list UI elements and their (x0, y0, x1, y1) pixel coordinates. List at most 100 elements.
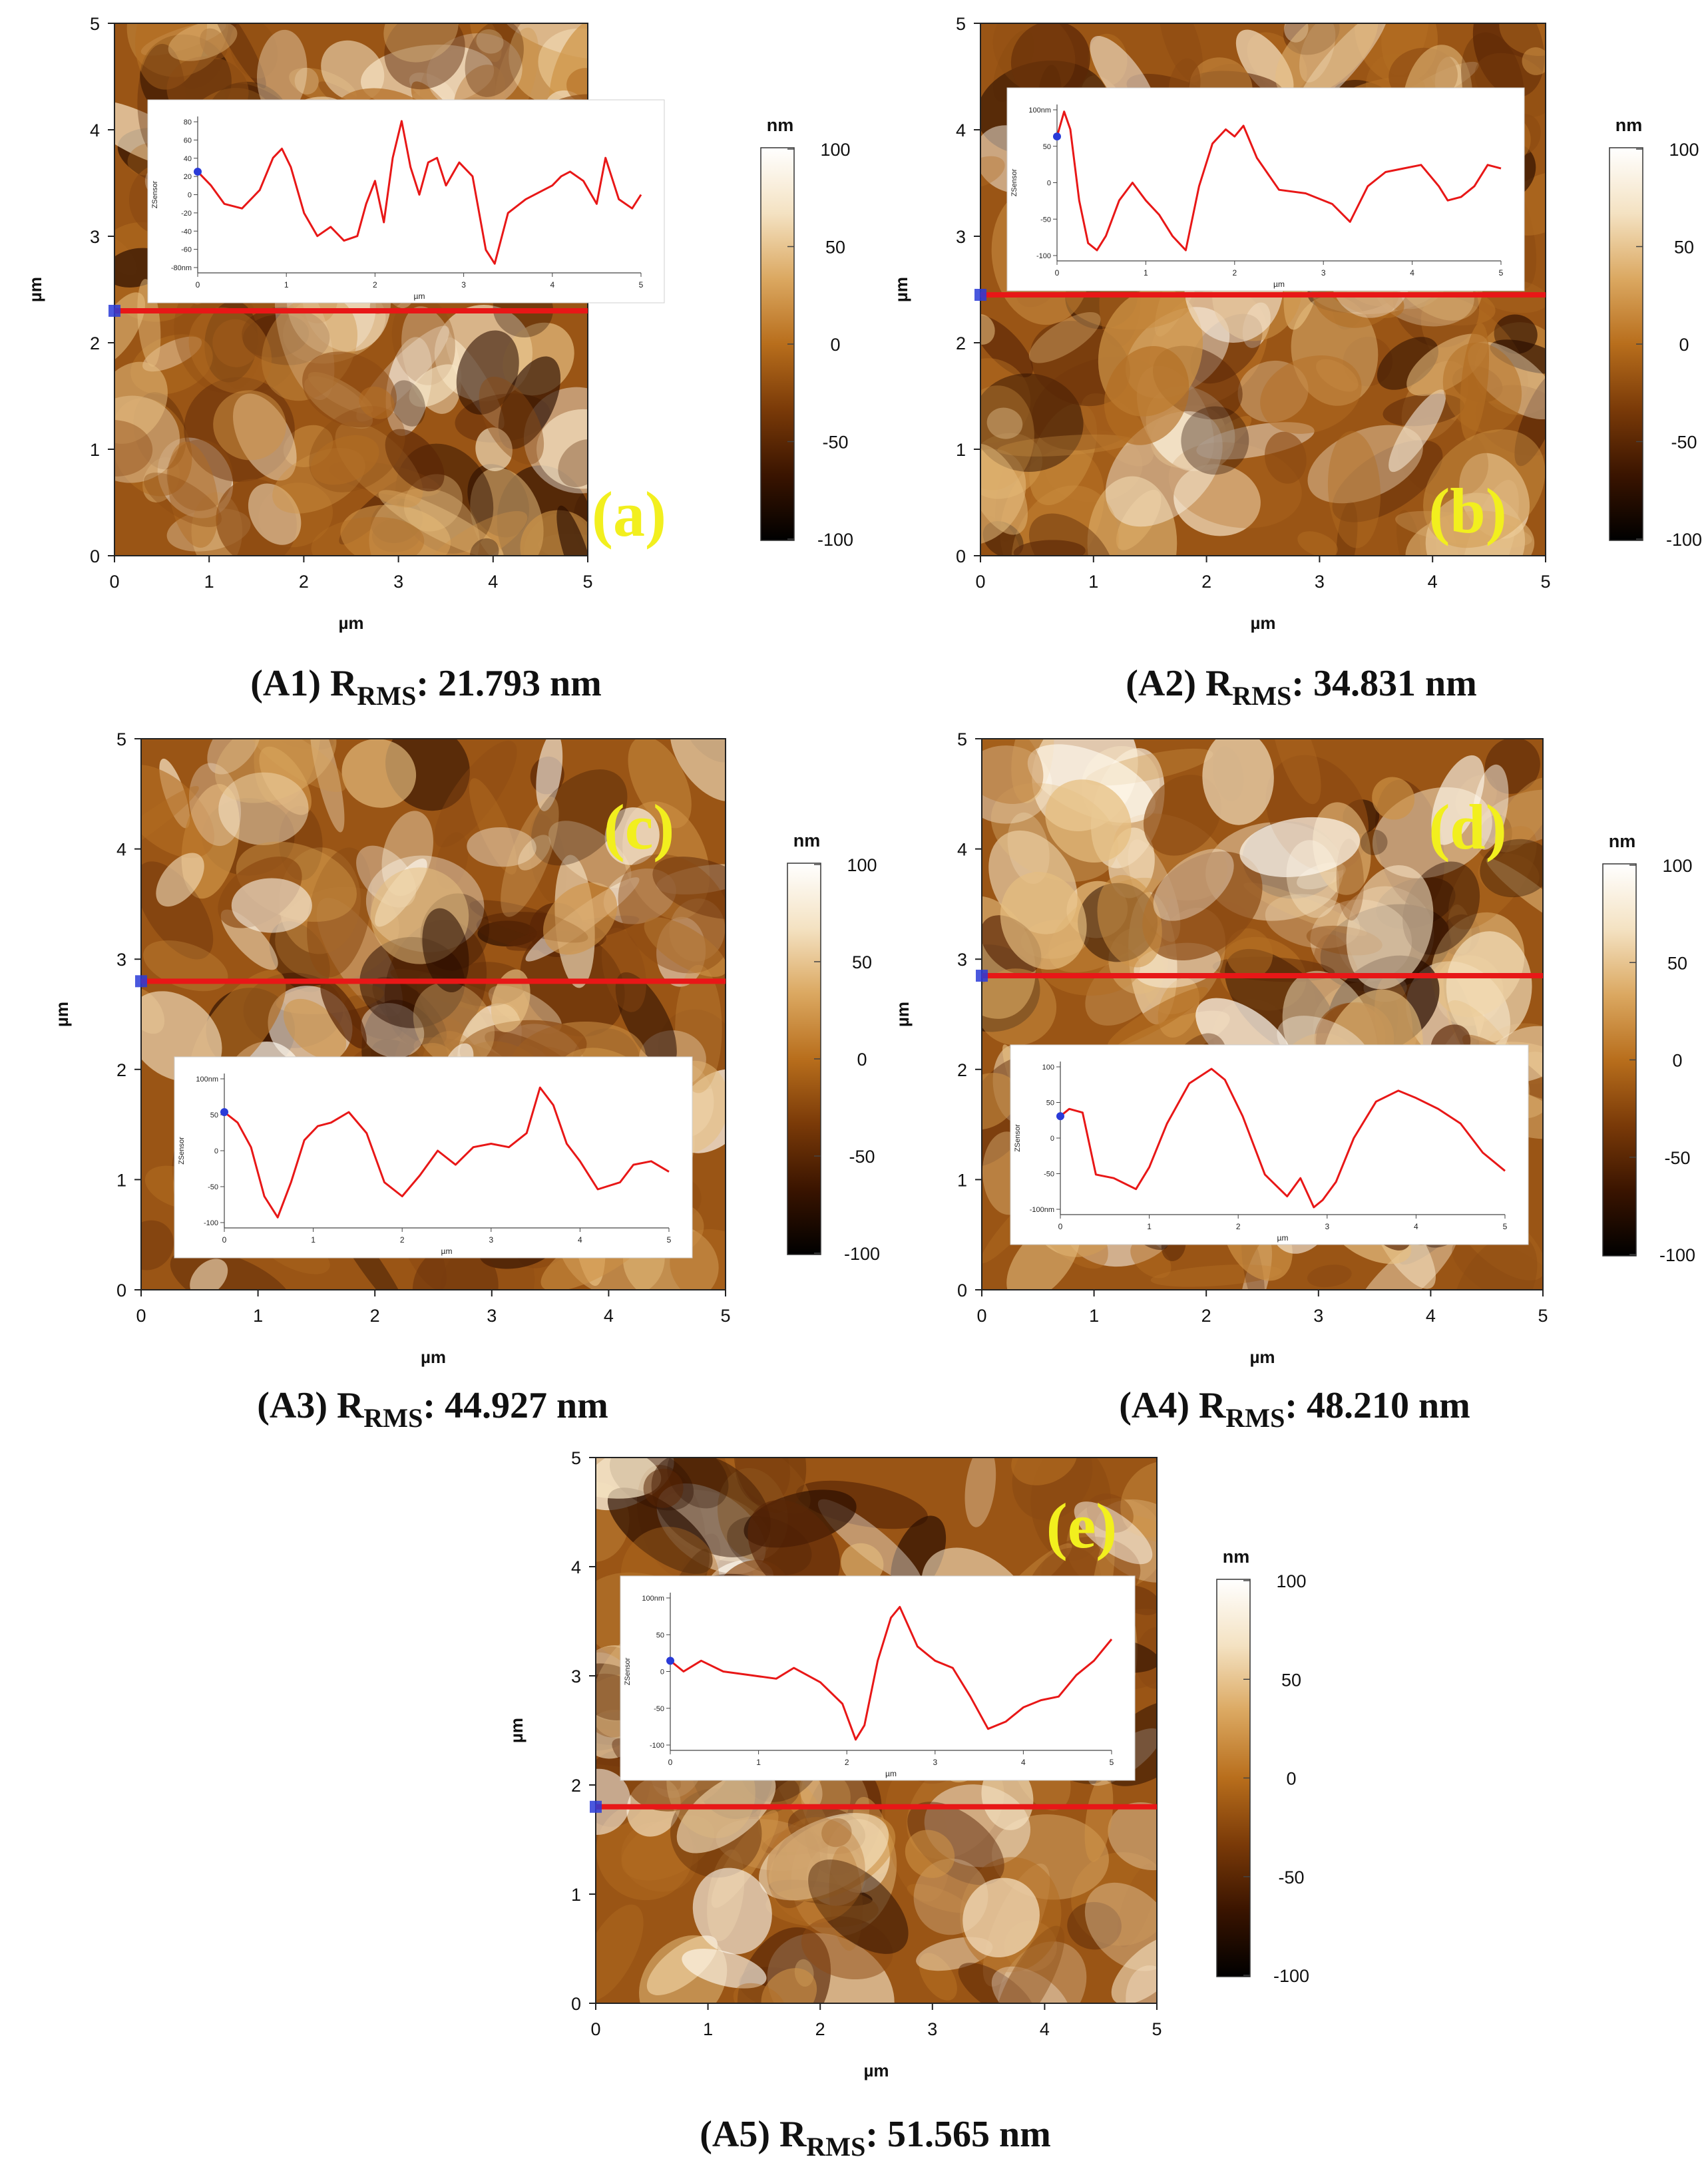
afm-grain (596, 1904, 644, 2001)
inset-x-label: µm (1273, 280, 1285, 289)
colorbar-tick-label: 100 (1276, 1571, 1306, 1591)
afm-grain (1446, 931, 1532, 1042)
afm-grain (990, 783, 1118, 882)
afm-grain (992, 23, 1076, 94)
inset-y-tick-label: 100nm (1028, 106, 1051, 114)
afm-grain (1480, 839, 1543, 898)
colorbar-tick-label: 50 (1667, 953, 1687, 973)
afm-grain (207, 739, 262, 775)
panel-caption: (A2) RRMS: 34.831 nm (1126, 663, 1477, 711)
colorbar-tick-label: 100 (820, 140, 850, 160)
colorbar-tick-label: -100 (844, 1244, 880, 1264)
profile-line (670, 1606, 1113, 1741)
colorbar-tick-label: 0 (830, 335, 840, 355)
afm-grain (1010, 23, 1090, 100)
afm-grain (190, 1259, 228, 1290)
colorbar-tick-label: 100 (1669, 140, 1699, 160)
inset-y-tick-label: -50 (1040, 216, 1051, 224)
profile-inset: 0 1 2 3 4 5 80 60 40 20 0 -20 -40 -60 -80nm µm ZSensor (147, 99, 665, 303)
afm-grain (498, 356, 561, 449)
y-tick-label: 0 (957, 1280, 967, 1300)
afm-grain (676, 1770, 776, 1854)
y-tick-label: 5 (116, 729, 126, 749)
caption-subscript: RMS (363, 1403, 423, 1433)
afm-grain (1522, 47, 1546, 75)
caption-prefix: (A1) R (250, 663, 357, 704)
profile-start-marker (1056, 1112, 1064, 1121)
afm-grain (320, 980, 367, 1049)
inset-y-tick-label: 0 (1050, 1135, 1054, 1143)
afm-grain (412, 1243, 499, 1290)
inset-x-tick-label: 3 (1325, 1222, 1329, 1231)
inset-y-tick-label: -100 (650, 1742, 664, 1750)
afm-grain (1307, 425, 1423, 504)
y-tick-label: 0 (116, 1280, 126, 1300)
y-axis-label: µm (893, 1002, 913, 1027)
inset-x-tick-label: 0 (196, 280, 200, 290)
afm-grain (1372, 777, 1415, 820)
afm-grain (413, 982, 495, 1068)
inset-y-tick-label: 0 (660, 1669, 664, 1676)
afm-grain (536, 739, 563, 811)
y-tick-label: 4 (957, 840, 967, 860)
inset-y-tick-label: -50 (208, 1183, 218, 1191)
afm-grain (994, 1925, 1065, 2003)
afm-grain (1130, 1240, 1172, 1278)
profile-inset: 0 1 2 3 4 5 100nm 50 0 -50 -100 µm ZSensor (620, 1575, 1136, 1781)
afm-height-map (114, 23, 588, 556)
afm-grain (141, 1220, 174, 1271)
caption-value: : 34.831 nm (1291, 663, 1476, 704)
afm-grain (1143, 775, 1222, 856)
afm-grain (548, 821, 632, 888)
afm-grain (1336, 500, 1358, 556)
panel-caption: (A3) RRMS: 44.927 nm (257, 1385, 608, 1433)
inset-x-label: µm (885, 1769, 897, 1778)
afm-grain (1452, 1234, 1538, 1290)
panel-tag: (e) (1046, 1490, 1118, 1561)
caption-prefix: (A5) R (700, 2114, 807, 2155)
afm-grain (1297, 531, 1338, 556)
afm-grain (141, 861, 214, 960)
afm-grain (651, 1458, 771, 1557)
inset-y-label: ZSensor (178, 1137, 186, 1165)
afm-grain (1028, 311, 1101, 363)
afm-grain (341, 739, 417, 808)
afm-grain (1332, 440, 1443, 522)
afm-grain (188, 307, 272, 394)
x-tick-label: 0 (136, 1306, 146, 1326)
afm-grain (747, 1499, 841, 1597)
x-tick-label: 1 (204, 572, 214, 592)
colorbar-tick-label: 100 (847, 855, 877, 875)
afm-grain (1111, 1935, 1157, 2003)
y-tick-label: 3 (957, 950, 967, 970)
x-tick-label: 2 (1201, 572, 1211, 592)
caption-subscript: RMS (1225, 1403, 1285, 1433)
afm-grain (188, 763, 242, 847)
afm-grain (456, 330, 519, 415)
afm-grain (1142, 851, 1263, 961)
colorbar-unit: nm (793, 831, 821, 851)
panel-tag: (a) (592, 479, 666, 550)
afm-frame (140, 738, 726, 1290)
afm-grain (141, 786, 199, 864)
colorbar-tick-label: -50 (849, 1147, 875, 1167)
afm-grain (1108, 1802, 1157, 1871)
afm-grain (1423, 429, 1546, 548)
afm-grain (1283, 23, 1340, 55)
inset-y-tick-label: 60 (184, 136, 192, 144)
inset-y-tick-label: 80 (184, 118, 192, 126)
x-tick-label: 5 (1152, 2019, 1162, 2039)
x-tick-label: 3 (1313, 1306, 1323, 1326)
inset-background (1010, 1044, 1529, 1245)
inset-y-tick-label: 0 (214, 1147, 218, 1155)
colorbar-tick-label: 50 (1674, 238, 1694, 258)
afm-grain (980, 358, 1031, 443)
afm-grain (1153, 849, 1234, 921)
y-axis-label: µm (507, 1718, 527, 1743)
profile-inset: 0 1 2 3 4 5 100 50 0 -50 -100nm µm ZSensor (1010, 1044, 1529, 1245)
x-tick-label: 1 (1089, 1306, 1099, 1326)
x-tick-label: 4 (488, 572, 498, 592)
x-tick-label: 4 (1426, 1306, 1436, 1326)
